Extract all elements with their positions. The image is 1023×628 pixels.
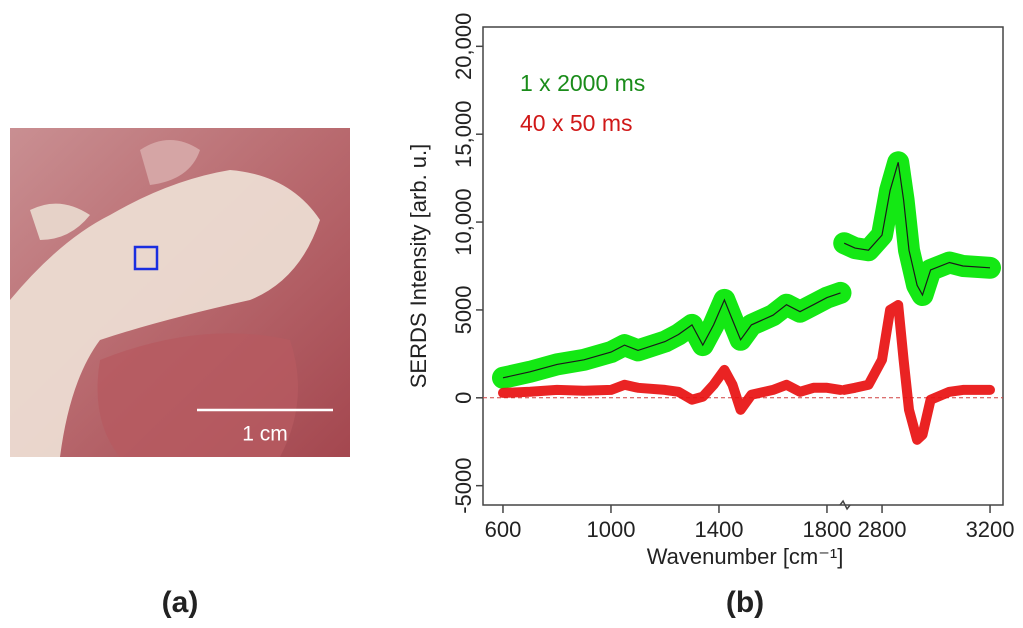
legend-entry: 40 x 50 ms — [520, 110, 633, 136]
x-axis-label: Wavenumber [cm⁻¹] — [647, 544, 844, 569]
x-tick-label: 600 — [485, 517, 522, 542]
series-mean-line — [502, 162, 991, 379]
x-tick-label: 3200 — [966, 517, 1015, 542]
panel-label: (b) — [726, 586, 764, 619]
y-tick-label: 15,000 — [451, 101, 476, 168]
x-tick-label: 1000 — [586, 517, 635, 542]
x-tick-label: 1800 — [802, 517, 851, 542]
plot-frame — [482, 26, 1004, 506]
y-tick-label: 20,000 — [451, 13, 476, 80]
axis-break — [839, 499, 851, 511]
series-band — [498, 300, 995, 445]
y-axis-label: SERDS Intensity [arb. u.] — [406, 144, 431, 389]
y-tick-label: 0 — [451, 392, 476, 404]
scale-bar-label: 1 cm — [242, 423, 288, 446]
y-tick-label: 5000 — [451, 285, 476, 334]
panel-label: (a) — [162, 586, 199, 619]
y-tick-label: -5000 — [451, 458, 476, 514]
x-tick-label: 2800 — [858, 517, 907, 542]
x-tick-label: 1400 — [694, 517, 743, 542]
series-band — [492, 151, 1001, 389]
y-tick-label: 10,000 — [451, 188, 476, 255]
photo: 1 cm — [10, 128, 350, 457]
legend-entry: 1 x 2000 ms — [520, 70, 645, 96]
